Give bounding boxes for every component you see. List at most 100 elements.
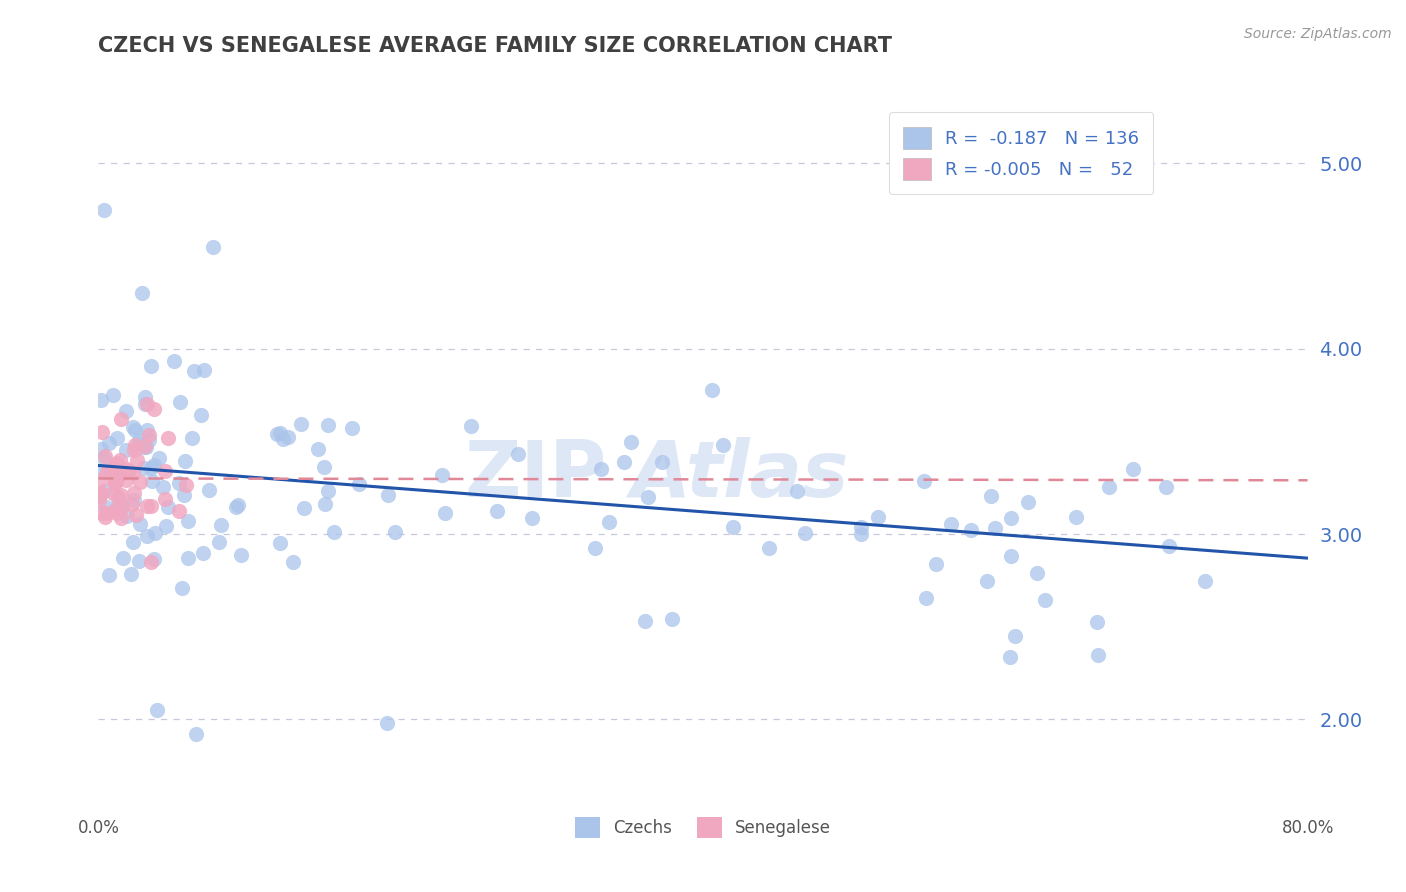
Point	[184, 727, 207, 741]
Point	[170, 581, 193, 595]
Point	[620, 435, 643, 450]
Point	[167, 504, 190, 518]
Point	[136, 397, 159, 411]
Point	[139, 500, 162, 514]
Point	[984, 521, 1007, 535]
Point	[124, 438, 146, 452]
Legend: Czechs, Senegalese: Czechs, Senegalese	[568, 811, 838, 845]
Point	[98, 436, 121, 450]
Point	[1004, 628, 1026, 642]
Point	[118, 464, 141, 478]
Point	[121, 466, 143, 480]
Point	[583, 541, 606, 555]
Point	[976, 574, 998, 589]
Point	[1154, 480, 1177, 494]
Point	[128, 434, 150, 448]
Point	[111, 499, 134, 513]
Point	[107, 456, 129, 470]
Point	[110, 412, 132, 426]
Point	[912, 474, 935, 488]
Point	[143, 526, 166, 541]
Point	[269, 425, 291, 440]
Point	[115, 462, 138, 476]
Point	[90, 473, 112, 487]
Point	[107, 467, 129, 482]
Point	[105, 501, 128, 516]
Point	[127, 453, 149, 467]
Point	[794, 526, 817, 541]
Point	[1098, 480, 1121, 494]
Point	[89, 487, 111, 501]
Point	[758, 541, 780, 555]
Point	[211, 518, 233, 533]
Point	[316, 483, 339, 498]
Point	[1000, 650, 1022, 665]
Point	[98, 568, 121, 582]
Point	[591, 462, 613, 476]
Point	[125, 508, 148, 522]
Point	[111, 466, 134, 480]
Point	[1085, 615, 1108, 629]
Point	[155, 519, 177, 533]
Point	[93, 509, 115, 524]
Point	[107, 491, 129, 505]
Point	[105, 474, 128, 488]
Point	[132, 441, 155, 455]
Point	[174, 477, 197, 491]
Point	[105, 506, 128, 520]
Point	[312, 459, 335, 474]
Point	[384, 524, 406, 539]
Point	[180, 431, 202, 445]
Point	[110, 488, 132, 502]
Point	[143, 458, 166, 472]
Point	[522, 510, 544, 524]
Point	[89, 493, 111, 508]
Point	[143, 551, 166, 566]
Point	[105, 457, 128, 471]
Point	[506, 447, 529, 461]
Point	[120, 567, 142, 582]
Point	[201, 240, 224, 254]
Point	[138, 428, 160, 442]
Point	[177, 514, 200, 528]
Point	[124, 424, 146, 438]
Point	[93, 484, 115, 499]
Point	[135, 423, 157, 437]
Point	[208, 535, 231, 549]
Point	[132, 461, 155, 475]
Point	[650, 455, 672, 469]
Point	[152, 480, 174, 494]
Point	[141, 555, 163, 569]
Point	[193, 546, 215, 560]
Point	[183, 364, 205, 378]
Point	[266, 427, 288, 442]
Point	[103, 461, 125, 475]
Point	[485, 504, 508, 518]
Point	[226, 498, 249, 512]
Point	[93, 202, 115, 217]
Point	[229, 548, 252, 562]
Point	[146, 703, 169, 717]
Point	[190, 408, 212, 422]
Point	[153, 492, 176, 507]
Point	[91, 464, 114, 478]
Point	[89, 489, 111, 503]
Point	[91, 425, 114, 439]
Point	[156, 432, 179, 446]
Point	[135, 440, 157, 454]
Point	[108, 452, 131, 467]
Point	[1026, 566, 1049, 580]
Point	[134, 390, 156, 404]
Point	[292, 500, 315, 515]
Point	[135, 499, 157, 513]
Point	[868, 509, 890, 524]
Point	[131, 286, 153, 301]
Point	[1066, 509, 1088, 524]
Point	[136, 529, 159, 543]
Point	[94, 449, 117, 463]
Point	[141, 474, 163, 488]
Point	[1157, 539, 1180, 553]
Point	[122, 492, 145, 507]
Point	[110, 511, 132, 525]
Point	[174, 453, 197, 467]
